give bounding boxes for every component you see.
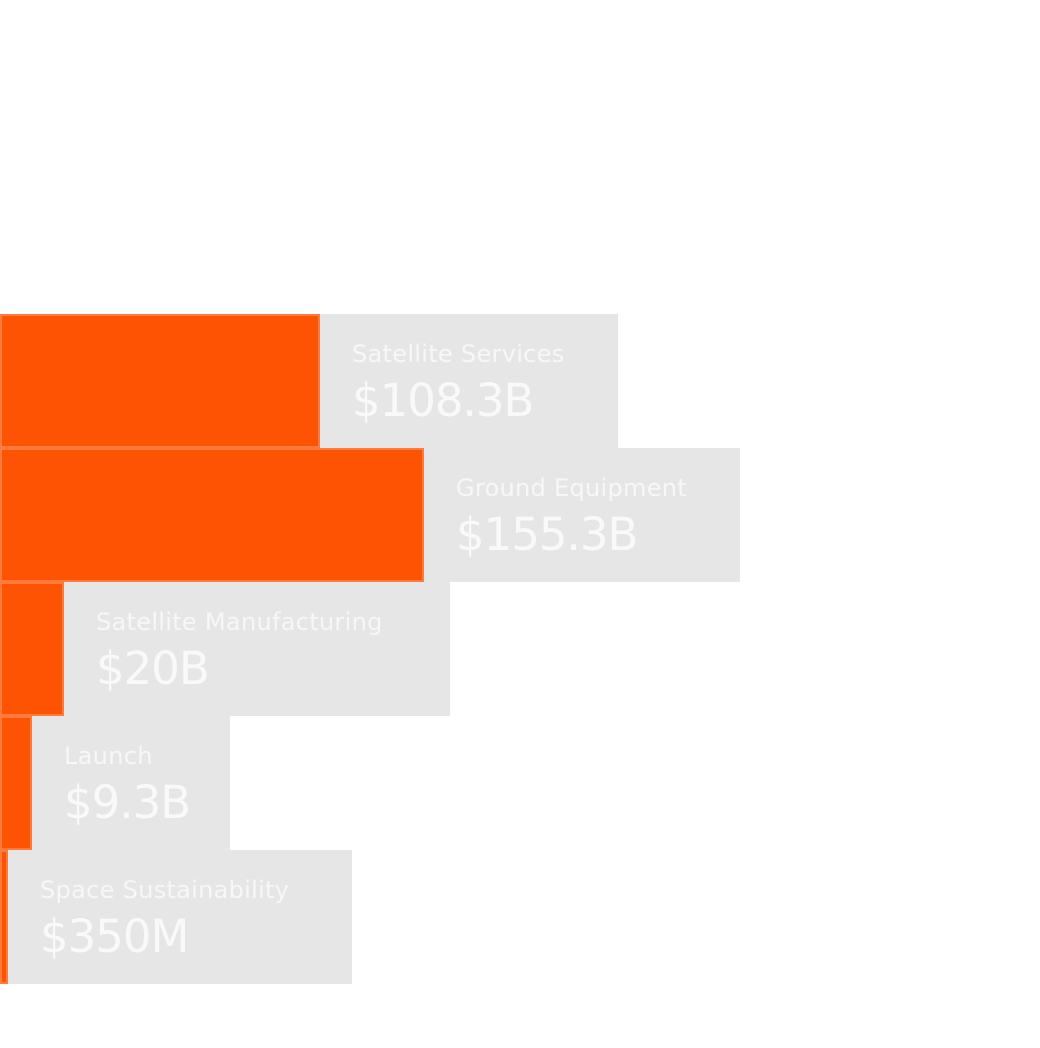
value-label: $20B	[96, 642, 210, 695]
bar-row-satellite-manufacturing: Satellite Manufacturing $20B	[0, 582, 1040, 716]
label-panel: Satellite Services $108.3B	[320, 314, 618, 448]
value-label: $350M	[40, 910, 189, 963]
value-label: $9.3B	[64, 776, 191, 829]
value-label: $108.3B	[352, 374, 534, 427]
category-label: Launch	[64, 742, 153, 770]
label-panel: Satellite Manufacturing $20B	[64, 582, 450, 716]
bar-row-launch: Launch $9.3B	[0, 716, 1040, 850]
category-label: Satellite Manufacturing	[96, 608, 383, 636]
bar	[0, 448, 424, 582]
category-label: Satellite Services	[352, 340, 565, 368]
bar	[0, 716, 32, 850]
bar-row-ground-equipment: Ground Equipment $155.3B	[0, 448, 1040, 582]
label-panel: Launch $9.3B	[32, 716, 230, 850]
bar-row-satellite-services: Satellite Services $108.3B	[0, 314, 1040, 448]
category-label: Ground Equipment	[456, 474, 687, 502]
value-label: $155.3B	[456, 508, 638, 561]
bar-row-space-sustainability: Space Sustainability $350M	[0, 850, 1040, 984]
bar	[0, 314, 320, 448]
bar	[0, 582, 64, 716]
bar	[0, 850, 8, 984]
label-panel: Ground Equipment $155.3B	[424, 448, 740, 582]
category-label: Space Sustainability	[40, 876, 290, 904]
label-panel: Space Sustainability $350M	[8, 850, 352, 984]
horizontal-bar-chart: Satellite Services $108.3B Ground Equipm…	[0, 314, 1040, 984]
